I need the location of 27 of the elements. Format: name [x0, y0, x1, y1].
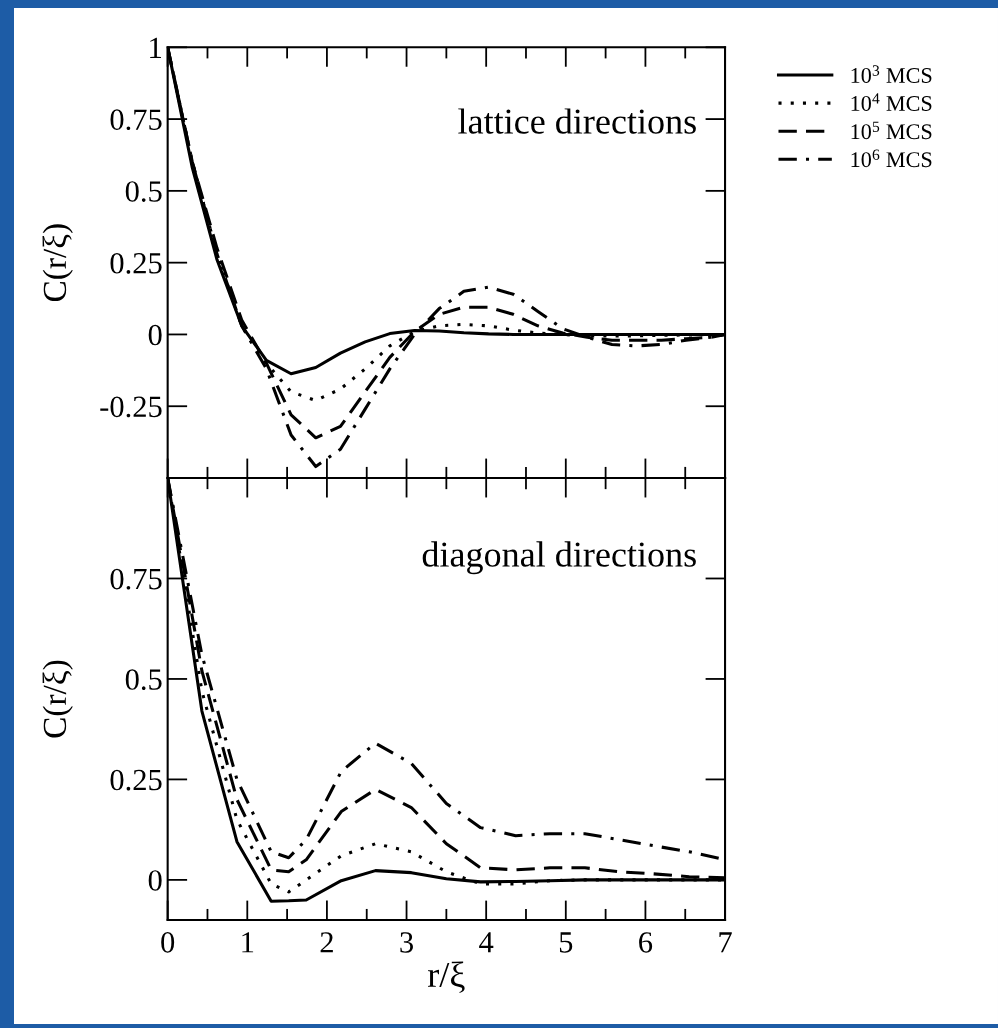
y-tick-label: 0	[148, 324, 162, 346]
x-tick-label: 7	[719, 932, 732, 953]
y-tick-label: 0.5	[125, 669, 162, 690]
x-tick-label: 5	[559, 932, 573, 953]
x-tick-label: 6	[639, 932, 653, 953]
y-tick-label: -0.25	[100, 396, 162, 418]
y-tick-label: 0.75	[110, 568, 162, 590]
y-axis-title: C(r/ξ)	[42, 224, 73, 302]
y-tick-label: 0.25	[110, 252, 162, 274]
y-tick-label: 0	[148, 870, 162, 891]
x-tick-label: 0	[161, 932, 175, 953]
y-tick-label: 0.75	[110, 109, 162, 131]
y-axis-title: C(r/ξ)	[42, 660, 73, 738]
y-tick-label: 1	[150, 37, 161, 58]
annotation: diagonal directions	[422, 541, 696, 575]
x-axis-title: r/ξ	[428, 961, 465, 994]
legend-label: 10$^{3}$ MCS	[851, 65, 932, 83]
x-tick-label: 4	[479, 932, 494, 953]
legend-label: 10$^{6}$ MCS	[851, 149, 932, 168]
x-tick-label: 2	[320, 932, 333, 953]
legend-label: 10$^{4}$ MCS	[851, 93, 932, 111]
x-tick-label: 3	[400, 932, 413, 953]
legend-label: 10$^{5}$ MCS	[851, 121, 932, 140]
x-tick-label: 1	[242, 932, 254, 953]
y-tick-label: 0.5	[125, 181, 162, 202]
annotation: lattice directions	[458, 108, 696, 134]
y-tick-label: 0.25	[110, 769, 162, 791]
